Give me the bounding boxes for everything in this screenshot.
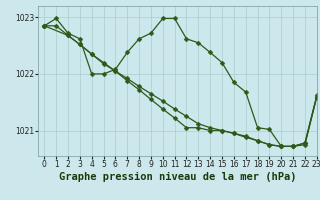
- X-axis label: Graphe pression niveau de la mer (hPa): Graphe pression niveau de la mer (hPa): [59, 172, 296, 182]
